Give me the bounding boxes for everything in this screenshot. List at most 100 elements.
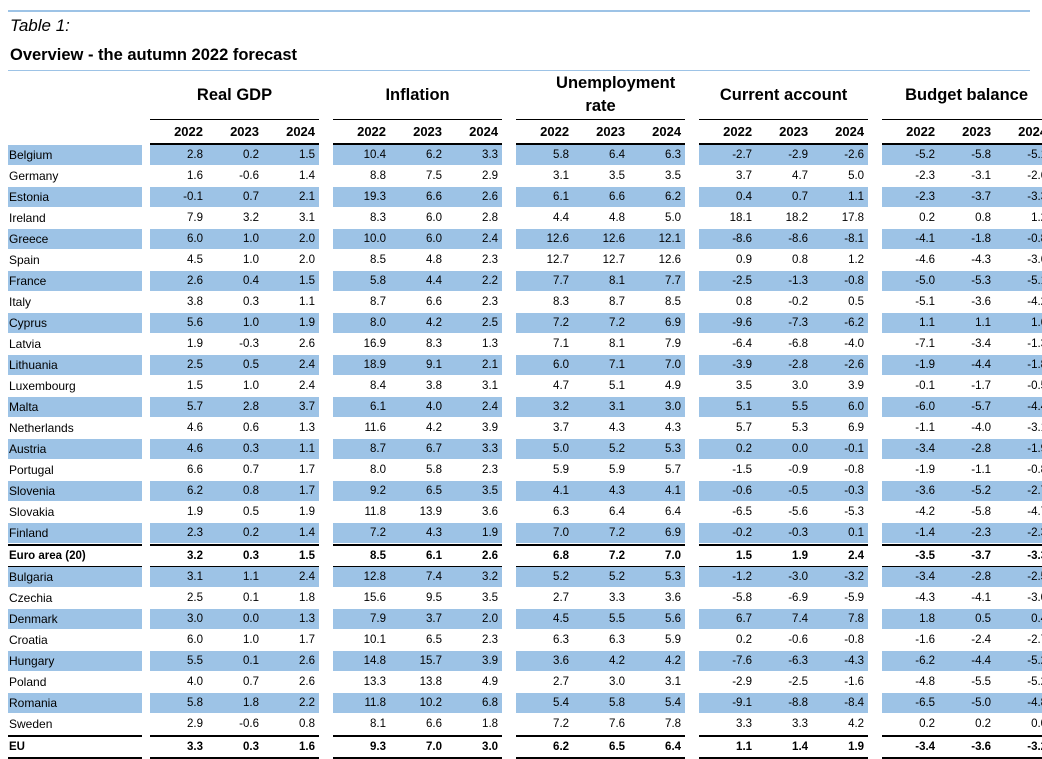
table-cell: 3.5 xyxy=(699,376,757,397)
country-label: Portugal xyxy=(8,460,142,481)
table-cell: -2.3 xyxy=(882,166,940,187)
table-cell: 18.9 xyxy=(333,355,391,376)
table-cell: 1.0 xyxy=(207,630,263,651)
table-row: Slovakia 1.9 0.5 1.9 11.8 13.9 3.6 6.3 6.4 6.4 -6.… xyxy=(8,502,1042,523)
table-cell: -2.6 xyxy=(812,355,869,376)
table-cell: 1.6 xyxy=(263,735,320,759)
table-cell: -1.9 xyxy=(995,439,1042,460)
table-row: Finland 2.3 0.2 1.4 7.2 4.3 1.9 7.0 7.2 6.9 -0.2 -0… xyxy=(8,523,1042,544)
table-cell: 12.7 xyxy=(516,250,574,271)
year-header: 2023 xyxy=(756,119,813,145)
table-cell: 7.2 xyxy=(516,313,574,334)
table-cell: -6.4 xyxy=(699,334,757,355)
table-cell: 1.1 xyxy=(207,567,263,588)
table-cell: -5.7 xyxy=(939,397,996,418)
table-cell: 6.5 xyxy=(390,630,447,651)
table-cell: -4.2 xyxy=(882,502,940,523)
table-cell: 1.1 xyxy=(939,313,996,334)
table-cell: 2.6 xyxy=(263,334,320,355)
table-cell: -0.8 xyxy=(812,271,869,292)
table-cell: 13.3 xyxy=(333,672,391,693)
table-cell: 5.7 xyxy=(150,397,207,418)
table-cell: -9.6 xyxy=(699,313,757,334)
table-cell: 12.6 xyxy=(516,229,574,250)
year-header: 2022 xyxy=(516,119,574,145)
group-header: Inflation xyxy=(385,85,450,104)
year-header: 2024 xyxy=(263,119,320,145)
table-cell: -5.2 xyxy=(882,145,940,166)
table-cell: 0.2 xyxy=(699,630,757,651)
year-header: 2023 xyxy=(390,119,447,145)
table-row: Germany 1.6 -0.6 1.4 8.8 7.5 2.9 3.1 3.5 3.5 3.7 4.… xyxy=(8,166,1042,187)
table-cell: 2.8 xyxy=(207,397,263,418)
table-cell: 1.9 xyxy=(263,313,320,334)
table-cell: 6.0 xyxy=(516,355,574,376)
table-cell: -5.2 xyxy=(995,672,1042,693)
table-cell: 5.7 xyxy=(699,418,757,439)
table-row: Denmark 3.0 0.0 1.3 7.9 3.7 2.0 4.5 5.5 5.6 6.7 7.4… xyxy=(8,609,1042,630)
table-cell: 6.2 xyxy=(516,735,574,759)
table-cell: 0.0 xyxy=(756,439,813,460)
table-cell: 12.1 xyxy=(629,229,686,250)
table-cell: -7.6 xyxy=(699,651,757,672)
table-cell: -1.8 xyxy=(995,355,1042,376)
table-cell: 1.1 xyxy=(699,735,757,759)
table-cell: 5.3 xyxy=(629,567,686,588)
table-cell: -3.6 xyxy=(882,481,940,502)
country-label: France xyxy=(8,271,142,292)
year-header: 2024 xyxy=(446,119,503,145)
table-cell: -4.8 xyxy=(882,672,940,693)
table-cell: 6.5 xyxy=(390,481,447,502)
table-cell: 1.6 xyxy=(150,166,207,187)
table-cell: 8.7 xyxy=(333,439,391,460)
table-cell: 3.0 xyxy=(573,672,630,693)
table-cell: 7.4 xyxy=(390,567,447,588)
table-cell: 8.0 xyxy=(333,313,391,334)
table-cell: 19.3 xyxy=(333,187,391,208)
table-cell: -3.7 xyxy=(939,187,996,208)
table-cell: 8.5 xyxy=(333,544,391,567)
table-row: Malta 5.7 2.8 3.7 6.1 4.0 2.4 3.2 3.1 3.0 5.1 5.5 6.… xyxy=(8,397,1042,418)
table-cell: 6.8 xyxy=(516,544,574,567)
table-cell: 7.2 xyxy=(573,523,630,544)
table-cell: 0.1 xyxy=(207,651,263,672)
table-cell: -8.1 xyxy=(812,229,869,250)
table-cell: 7.5 xyxy=(390,166,447,187)
country-label: Poland xyxy=(8,672,142,693)
table-cell: -2.7 xyxy=(995,481,1042,502)
table-cell: 7.4 xyxy=(756,609,813,630)
table-cell: 3.2 xyxy=(446,567,503,588)
table-cell: 6.9 xyxy=(812,418,869,439)
table-cell: 7.9 xyxy=(150,208,207,229)
table-cell: 3.3 xyxy=(150,735,207,759)
table-cell: -5.0 xyxy=(882,271,940,292)
table-cell: 6.7 xyxy=(699,609,757,630)
table-cell: -3.4 xyxy=(939,334,996,355)
table-cell: 4.2 xyxy=(812,714,869,735)
table-cell: 15.7 xyxy=(390,651,447,672)
table-cell: 4.0 xyxy=(150,672,207,693)
table-cell: -7.3 xyxy=(756,313,813,334)
table-cell: 6.0 xyxy=(812,397,869,418)
table-cell: 6.6 xyxy=(390,714,447,735)
group-header: Unemployment rate xyxy=(556,74,676,115)
table-cell: 1.5 xyxy=(699,544,757,567)
table-cell: -2.3 xyxy=(882,187,940,208)
table-cell: -1.4 xyxy=(882,523,940,544)
table-cell: -2.8 xyxy=(939,567,996,588)
country-label: Finland xyxy=(8,523,142,544)
table-cell: -3.1 xyxy=(939,166,996,187)
table-row: France 2.6 0.4 1.5 5.8 4.4 2.2 7.7 8.1 7.7 -2.5 -1.… xyxy=(8,271,1042,292)
table-row: Netherlands 4.6 0.6 1.3 11.6 4.2 3.9 3.7 4.3 4.3 5… xyxy=(8,418,1042,439)
table-cell: 4.3 xyxy=(390,523,447,544)
country-label: Bulgaria xyxy=(8,567,142,588)
table-cell: -1.8 xyxy=(939,229,996,250)
table-cell: 4.3 xyxy=(573,481,630,502)
table-cell: 1.9 xyxy=(446,523,503,544)
table-cell: 5.6 xyxy=(629,609,686,630)
table-cell: -6.2 xyxy=(882,651,940,672)
table-cell: 1.6 xyxy=(995,313,1042,334)
table-cell: 0.0 xyxy=(207,609,263,630)
table-row: Luxembourg 1.5 1.0 2.4 8.4 3.8 3.1 4.7 5.1 4.9 3.5… xyxy=(8,376,1042,397)
table-cell: 1.1 xyxy=(263,439,320,460)
